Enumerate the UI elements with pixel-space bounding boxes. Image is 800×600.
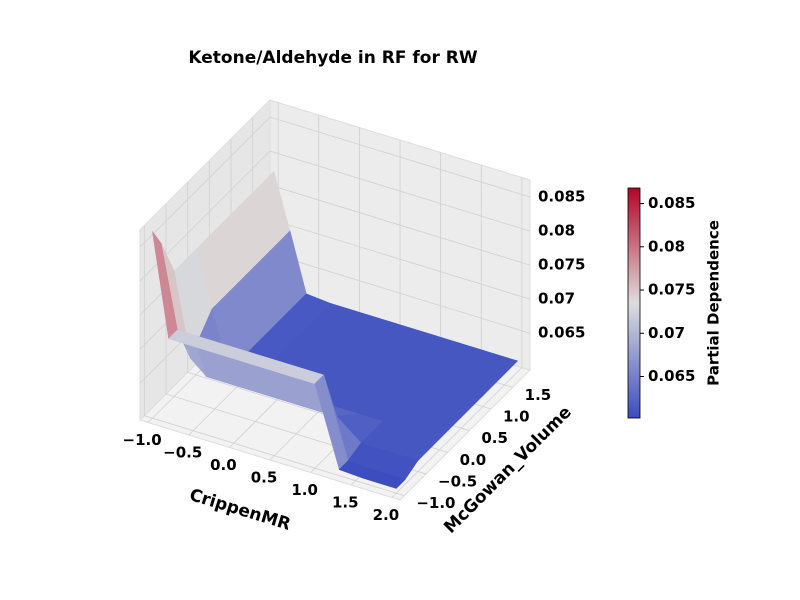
y-tick-label: 0.5	[481, 429, 508, 447]
x-tick-label: 1.0	[291, 481, 318, 499]
y-tick-label: 1.5	[525, 386, 552, 404]
colorbar-tick-label: 0.07	[648, 324, 685, 342]
colorbar-tick-label: 0.08	[648, 237, 685, 255]
grid-line	[139, 150, 531, 282]
y-tick-label: −1.0	[416, 494, 455, 512]
grid-line	[391, 177, 523, 498]
z-tick-label: 0.085	[538, 188, 585, 206]
colorbar-label: Partial Dependence	[705, 220, 723, 386]
chart-title: Ketone/Aldehyde in RF for RW	[188, 48, 477, 68]
y-tick-label: 1.0	[503, 408, 530, 426]
colorbar	[627, 187, 641, 419]
surface-patch	[363, 469, 406, 489]
z-tick-label: 0.075	[538, 256, 585, 274]
y-tick-label: 0.0	[460, 451, 487, 469]
x-tick-label: 0.5	[251, 469, 278, 487]
y-tick-label: −0.5	[438, 473, 477, 491]
colorbar-tick-label: 0.065	[648, 367, 695, 385]
grid-line	[139, 116, 531, 248]
x-tick-label: 0.0	[210, 456, 237, 474]
x-tick-label: −1.0	[123, 431, 162, 449]
x-tick-label: −0.5	[163, 444, 202, 462]
x-tick-label: 1.5	[332, 494, 359, 512]
grid-line	[143, 225, 405, 497]
x-tick-label: 2.0	[373, 506, 400, 524]
colorbar-tick-label: 0.075	[648, 281, 695, 299]
colorbar-tick-label: 0.085	[648, 194, 695, 212]
z-tick-label: 0.08	[538, 222, 575, 240]
x-axis-label: CrippenMR	[187, 485, 293, 535]
z-tick-label: 0.065	[538, 324, 585, 342]
z-tick-label: 0.07	[538, 290, 575, 308]
